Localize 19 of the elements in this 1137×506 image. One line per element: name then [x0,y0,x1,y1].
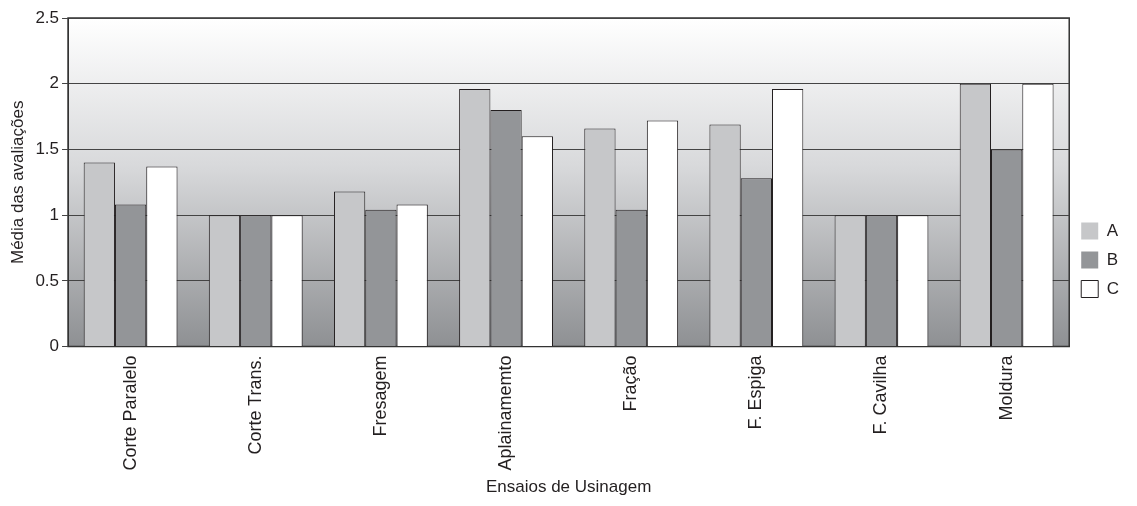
x-tick-label: Aplainamemto [495,355,516,471]
legend-label: A [1106,220,1119,240]
legend-label: C [1106,278,1119,298]
y-tick-label: 2 [49,73,60,93]
x-tick-label: F. Espiga [745,354,766,430]
x-tick-label: Corte Trans. [244,355,265,455]
x-axis-title: Ensaios de Usinagem [485,477,652,497]
x-tick-label: Moldura [995,354,1016,421]
y-axis-title: Média das avaliações [7,100,27,265]
x-tick-label: Fração [620,355,641,412]
x-tick-label: Corte Paralelo [119,355,140,471]
y-tick-label: 0 [49,336,60,356]
x-tick-label: Fresagem [369,355,390,437]
y-tick-label: 1.5 [35,139,60,159]
y-tick-label: 0.5 [35,270,60,290]
y-tick-label: 1 [49,204,60,224]
x-tick-label: F. Cavilha [870,354,891,435]
legend-label: B [1106,249,1119,269]
y-tick-label: 2.5 [35,7,60,27]
